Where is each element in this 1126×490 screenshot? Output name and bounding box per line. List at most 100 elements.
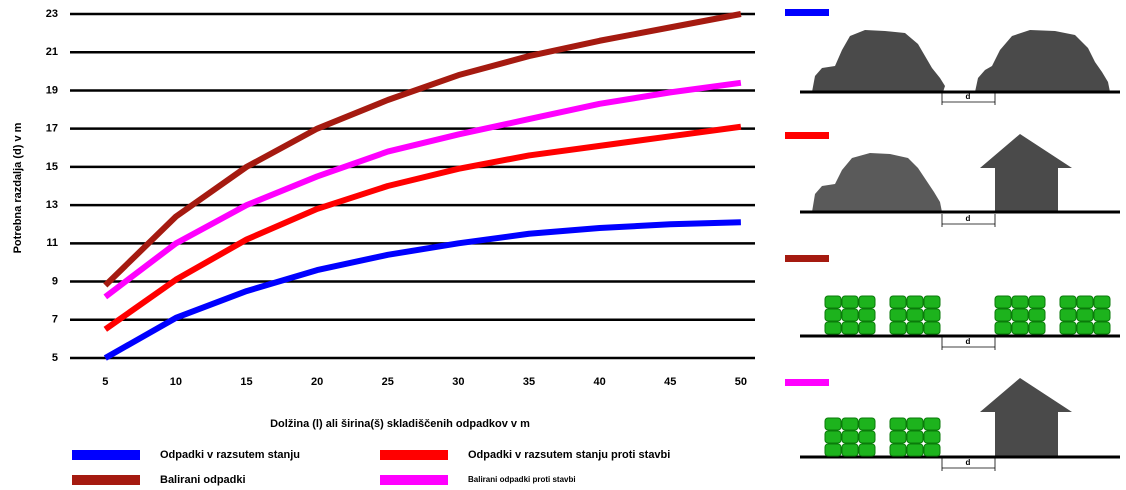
dimension-label: d bbox=[966, 337, 971, 346]
bale bbox=[1011, 295, 1029, 309]
bale bbox=[1028, 308, 1046, 322]
bale bbox=[889, 295, 907, 309]
bale bbox=[889, 321, 907, 335]
y-tick-label: 23 bbox=[46, 8, 58, 20]
bale bbox=[923, 321, 941, 335]
dimension-label: d bbox=[966, 214, 971, 223]
bale bbox=[841, 430, 859, 444]
x-tick-label: 25 bbox=[382, 376, 394, 388]
bale bbox=[906, 430, 924, 444]
bale bbox=[841, 321, 859, 335]
y-tick-label: 7 bbox=[52, 314, 58, 326]
bale bbox=[841, 308, 859, 322]
x-tick-label: 50 bbox=[735, 376, 747, 388]
bale bbox=[1028, 321, 1046, 335]
bale bbox=[824, 417, 842, 431]
bale bbox=[858, 430, 876, 444]
bale bbox=[841, 295, 859, 309]
bale bbox=[841, 417, 859, 431]
bale bbox=[889, 443, 907, 457]
series-line bbox=[103, 123, 742, 332]
legend-swatch bbox=[72, 475, 140, 485]
bale bbox=[858, 417, 876, 431]
bale bbox=[1059, 308, 1077, 322]
y-tick-label: 15 bbox=[46, 161, 58, 173]
y-axis-label: Potrebna razdalja (d) v m bbox=[12, 122, 24, 253]
series-line bbox=[103, 219, 741, 361]
bale bbox=[858, 321, 876, 335]
x-axis-label: Dolžina (l) ali širina(š) skladiščenih o… bbox=[270, 418, 530, 430]
bale bbox=[923, 417, 941, 431]
x-tick-label: 5 bbox=[102, 376, 108, 388]
bale bbox=[906, 308, 924, 322]
bale bbox=[1076, 308, 1094, 322]
bale bbox=[824, 295, 842, 309]
waste-pile bbox=[812, 153, 942, 212]
dimension-label: d bbox=[966, 92, 971, 101]
waste-pile bbox=[975, 30, 1110, 92]
bale bbox=[994, 321, 1012, 335]
bale bbox=[824, 321, 842, 335]
bale bbox=[906, 443, 924, 457]
y-tick-label: 19 bbox=[46, 84, 58, 96]
bale bbox=[1093, 308, 1111, 322]
bale bbox=[858, 295, 876, 309]
bale bbox=[923, 295, 941, 309]
x-tick-label: 30 bbox=[452, 376, 464, 388]
bale bbox=[889, 430, 907, 444]
legend-label: Balirani odpadki proti stavbi bbox=[468, 475, 576, 484]
bale bbox=[906, 321, 924, 335]
bale bbox=[858, 443, 876, 457]
bale bbox=[923, 308, 941, 322]
bale bbox=[994, 295, 1012, 309]
bale bbox=[906, 417, 924, 431]
y-tick-label: 17 bbox=[46, 123, 58, 135]
panel-color-bar bbox=[785, 132, 829, 139]
building bbox=[980, 378, 1072, 456]
bale bbox=[1028, 295, 1046, 309]
y-tick-label: 9 bbox=[52, 275, 58, 287]
bale bbox=[889, 308, 907, 322]
bale bbox=[824, 443, 842, 457]
bale bbox=[1011, 321, 1029, 335]
legend-swatch bbox=[380, 450, 448, 460]
y-tick-label: 5 bbox=[52, 352, 58, 364]
x-tick-label: 35 bbox=[523, 376, 535, 388]
bale bbox=[1076, 321, 1094, 335]
bale bbox=[994, 308, 1012, 322]
series-line bbox=[103, 11, 742, 288]
x-tick-label: 45 bbox=[664, 376, 676, 388]
x-tick-label: 15 bbox=[240, 376, 252, 388]
panel-color-bar bbox=[785, 9, 829, 16]
building bbox=[980, 134, 1072, 212]
legend-label: Odpadki v razsutem stanju bbox=[160, 449, 300, 461]
y-tick-label: 11 bbox=[46, 237, 58, 249]
bale bbox=[1059, 295, 1077, 309]
x-tick-label: 40 bbox=[594, 376, 606, 388]
legend-swatch bbox=[72, 450, 140, 460]
bale bbox=[841, 443, 859, 457]
panel-color-bar bbox=[785, 379, 829, 386]
legend-swatch bbox=[380, 475, 448, 485]
dimension-label: d bbox=[966, 458, 971, 467]
y-tick-label: 13 bbox=[46, 199, 58, 211]
x-tick-label: 10 bbox=[170, 376, 182, 388]
series-line bbox=[103, 79, 742, 300]
legend-label: Odpadki v razsutem stanju proti stavbi bbox=[468, 449, 670, 461]
bale bbox=[1059, 321, 1077, 335]
bale bbox=[824, 430, 842, 444]
illustrations: d d d d bbox=[785, 9, 1120, 471]
bale bbox=[1076, 295, 1094, 309]
bale bbox=[889, 417, 907, 431]
bale bbox=[906, 295, 924, 309]
bale bbox=[923, 430, 941, 444]
bale bbox=[923, 443, 941, 457]
legend-label: Balirani odpadki bbox=[160, 474, 246, 486]
waste-pile bbox=[812, 30, 945, 92]
bale bbox=[824, 308, 842, 322]
y-tick-label: 21 bbox=[46, 46, 58, 58]
x-tick-label: 20 bbox=[311, 376, 323, 388]
bale bbox=[858, 308, 876, 322]
bale bbox=[1093, 295, 1111, 309]
